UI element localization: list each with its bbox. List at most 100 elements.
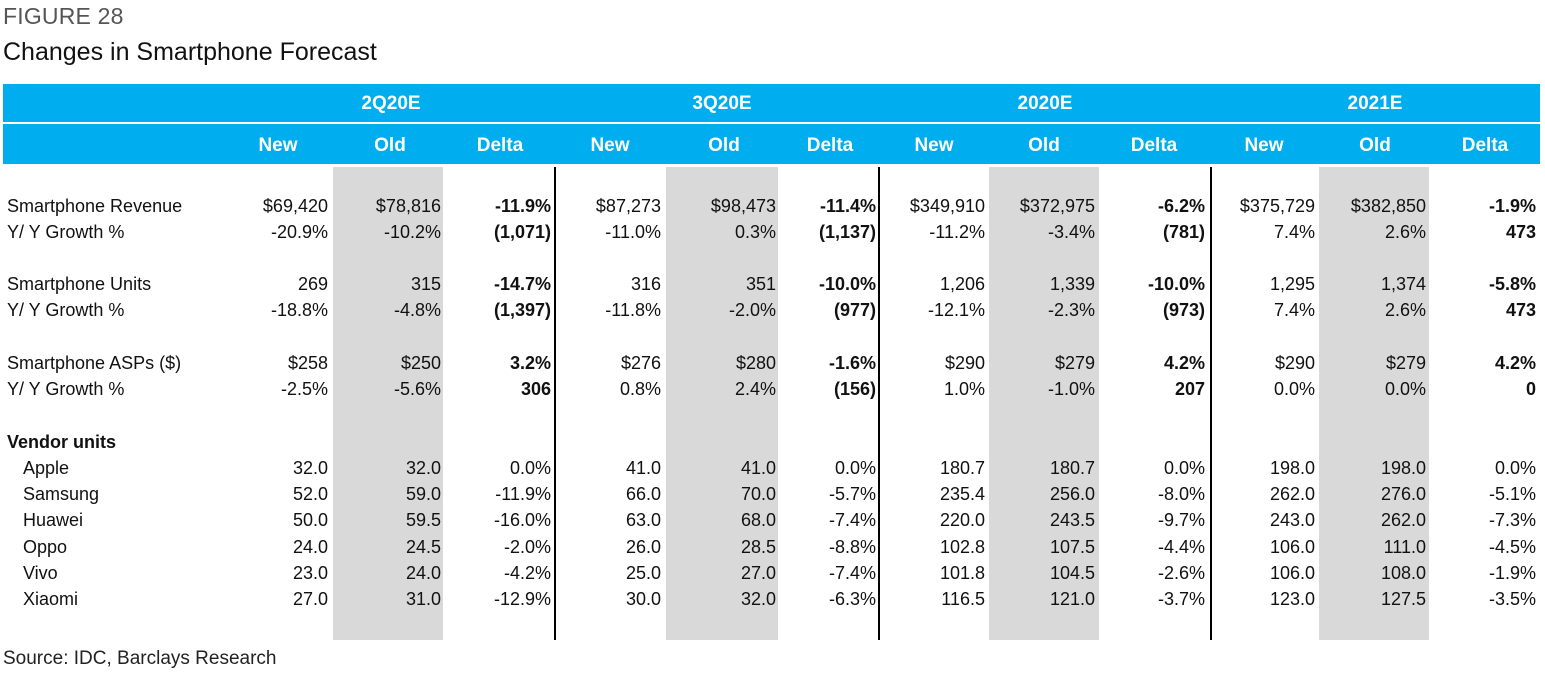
figure-label: FIGURE 28 (3, 3, 124, 29)
table-cell: $382,850 (1350, 196, 1426, 216)
table-cell: 52.0 (292, 484, 328, 504)
table-cell: 70.0 (740, 484, 776, 504)
table-cell: 27.0 (740, 563, 776, 583)
table-cell: 104.5 (1049, 563, 1095, 583)
table-cell: 315 (410, 274, 441, 294)
table-cell: 32.0 (405, 458, 441, 478)
table-cell: 256.0 (1049, 484, 1095, 504)
table-cell: 3.2% (509, 353, 551, 373)
table-cell: $279 (1385, 353, 1426, 373)
table-cell: 27.0 (292, 589, 328, 609)
table-cell: 276.0 (1380, 484, 1426, 504)
table-cell: -3.7% (1157, 589, 1205, 609)
table-cell: 32.0 (292, 458, 328, 478)
row-label: Samsung (23, 484, 100, 504)
table-cell: 66.0 (625, 484, 661, 504)
old-column-shade (1319, 167, 1429, 640)
table-cell: 198.0 (1380, 458, 1426, 478)
table-cell: 473 (1505, 222, 1536, 242)
table-cell: -11.4% (819, 196, 876, 216)
table-cell: 0.3% (734, 222, 776, 242)
table-cell: -5.1% (1488, 484, 1536, 504)
table-cell: 1,374 (1380, 274, 1426, 294)
col-header-new: New (1244, 135, 1284, 156)
table-cell: 24.0 (405, 563, 441, 583)
table-cell: 63.0 (625, 510, 661, 530)
table-row: Y/ Y Growth % -2.5% -5.6% 306 0.8% 2.4% (156) 1… (0, 379, 1545, 405)
table-cell: -7.4% (828, 510, 876, 530)
table-cell: -6.3% (828, 589, 876, 609)
table-cell: 220.0 (939, 510, 985, 530)
table-cell: $87,273 (595, 196, 661, 216)
table-cell: 180.7 (939, 458, 985, 478)
row-label: Vendor units (7, 432, 117, 452)
table-row: Huawei 50.0 59.5 -16.0% 63.0 68.0 -7.4% 220.0 24… (0, 510, 1545, 536)
period-header-2021e: 2021E (1347, 93, 1403, 114)
table-cell: -20.9% (270, 222, 328, 242)
col-header-delta: Delta (1130, 135, 1178, 156)
table-cell: -12.9% (493, 589, 551, 609)
table-cell: (977) (833, 300, 876, 320)
table-row: Vendor units (0, 432, 1545, 458)
table-cell: -5.6% (393, 379, 441, 399)
table-cell: (1,397) (493, 300, 551, 320)
table-cell: -8.0% (1157, 484, 1205, 504)
table-cell: -4.4% (1157, 537, 1205, 557)
table-cell: 41.0 (625, 458, 661, 478)
col-header-old: Old (708, 135, 740, 156)
table-cell: -16.0% (493, 510, 551, 530)
table-cell: $250 (400, 353, 441, 373)
table-cell: $279 (1054, 353, 1095, 373)
table-cell: 0.0% (834, 458, 876, 478)
table-cell: (1,071) (493, 222, 551, 242)
table-cell: -4.2% (503, 563, 551, 583)
row-label: Apple (23, 458, 70, 478)
table-cell: (156) (833, 379, 876, 399)
table-cell: $290 (944, 353, 985, 373)
table-cell: 121.0 (1049, 589, 1095, 609)
table-cell: 28.5 (740, 537, 776, 557)
old-column-shade (333, 167, 443, 640)
table-cell: 7.4% (1273, 222, 1315, 242)
source-note: Source: IDC, Barclays Research (3, 648, 277, 669)
table-cell: $375,729 (1239, 196, 1315, 216)
row-label: Xiaomi (23, 589, 79, 609)
col-header-delta: Delta (476, 135, 524, 156)
table-cell: 262.0 (1269, 484, 1315, 504)
table-row: Y/ Y Growth % -18.8% -4.8% (1,397) -11.8% -2.… (0, 300, 1545, 326)
table-cell: 0.0% (509, 458, 551, 478)
table-cell: -10.0% (1147, 274, 1205, 294)
table-cell: -10.0% (818, 274, 876, 294)
table-cell: 25.0 (625, 563, 661, 583)
table-cell: -2.5% (280, 379, 328, 399)
table-cell: -2.6% (1157, 563, 1205, 583)
table-cell: -6.2% (1157, 196, 1205, 216)
table-cell: 108.0 (1380, 563, 1426, 583)
table-cell: 1,339 (1049, 274, 1095, 294)
row-label: Smartphone Units (7, 274, 152, 294)
table-row: Samsung 52.0 59.0 -11.9% 66.0 70.0 -5.7% 235.4 2… (0, 484, 1545, 510)
table-cell: 24.0 (292, 537, 328, 557)
table-cell: 2.4% (734, 379, 776, 399)
table-cell: 111.0 (1383, 537, 1426, 557)
table-cell: $349,910 (909, 196, 985, 216)
table-cell: 1,295 (1269, 274, 1315, 294)
table-cell: 2.6% (1384, 222, 1426, 242)
table-cell: 316 (630, 274, 661, 294)
table-cell: -1.9% (1488, 196, 1536, 216)
period-header-2q20e: 2Q20E (361, 93, 421, 114)
col-header-new: New (258, 135, 298, 156)
row-label: Huawei (23, 510, 84, 530)
table-cell: 50.0 (292, 510, 328, 530)
table-cell: 0.0% (1273, 379, 1315, 399)
table-cell: -11.9% (495, 484, 551, 504)
col-header-old: Old (1359, 135, 1391, 156)
table-cell: -2.3% (1047, 300, 1095, 320)
row-label: Smartphone ASPs ($) (7, 353, 182, 373)
table-cell: 262.0 (1380, 510, 1426, 530)
table-cell: 243.5 (1049, 510, 1095, 530)
period-divider (554, 167, 556, 640)
col-header-new: New (914, 135, 954, 156)
table-cell: -14.7% (493, 274, 551, 294)
